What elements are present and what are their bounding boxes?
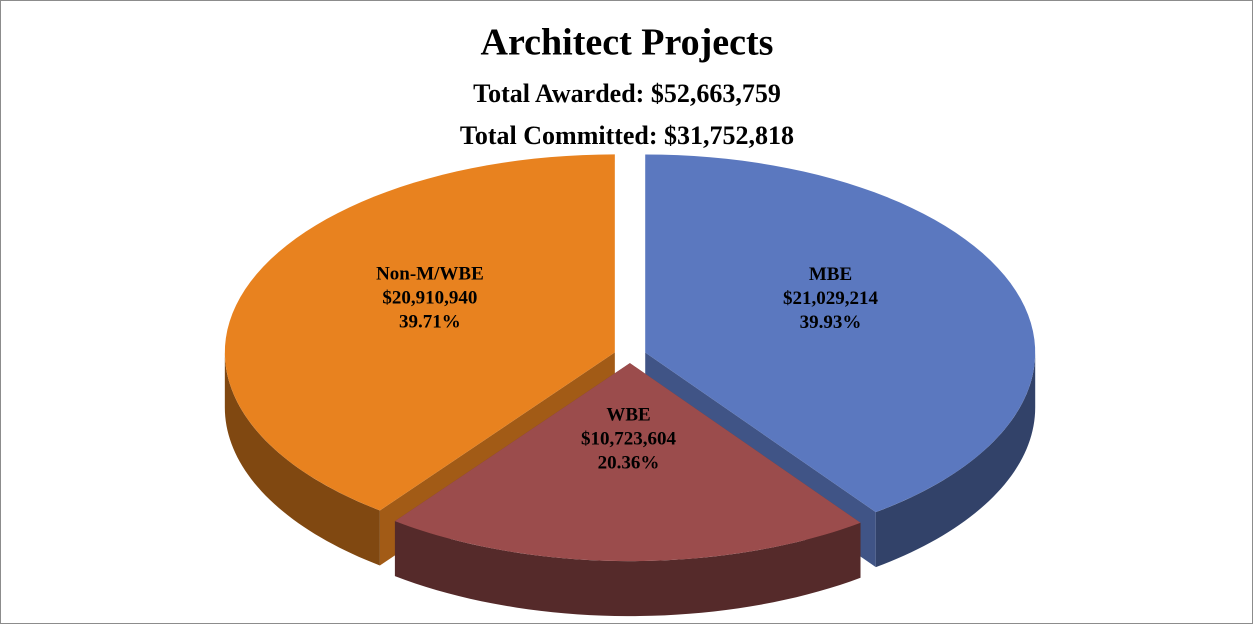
slice-label: WBE bbox=[606, 404, 650, 425]
slice bbox=[224, 154, 615, 511]
slice-percent: 39.93% bbox=[800, 312, 862, 333]
chart-subtitle: Total Awarded: $52,663,759 bbox=[473, 79, 781, 108]
slice-amount: $10,723,604 bbox=[581, 428, 677, 449]
slice bbox=[645, 154, 1036, 513]
slice-amount: $20,910,940 bbox=[382, 287, 477, 308]
slice-label: Non-M/WBE bbox=[376, 263, 484, 284]
slice-amount: $21,029,214 bbox=[783, 288, 879, 309]
slice-percent: 20.36% bbox=[598, 452, 660, 473]
slice-side bbox=[224, 352, 380, 566]
labels: MBE $21,029,214 39.93% WBE $10,723,604 20.36%… bbox=[376, 263, 878, 473]
slice-side bbox=[394, 521, 861, 617]
chart-subtitle: Total Committed: $31,752,818 bbox=[460, 121, 794, 150]
slice bbox=[394, 363, 861, 562]
chart-title: Architect Projects bbox=[481, 22, 774, 64]
slice-side bbox=[875, 352, 1036, 568]
slice bbox=[394, 363, 861, 617]
pie bbox=[224, 154, 1036, 617]
slice-label: MBE bbox=[809, 264, 852, 285]
slice-percent: 39.71% bbox=[399, 311, 461, 332]
